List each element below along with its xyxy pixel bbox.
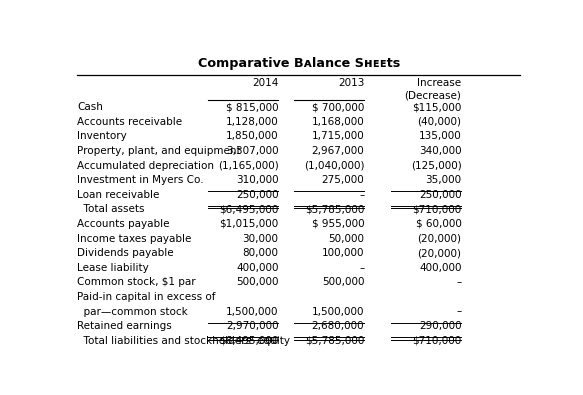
Text: 50,000: 50,000 [328,233,364,244]
Text: Total assets: Total assets [78,204,145,214]
Text: 30,000: 30,000 [243,233,279,244]
Text: –: – [359,190,364,200]
Text: 1,500,000: 1,500,000 [312,307,364,316]
Text: $710,000: $710,000 [412,204,462,214]
Text: 275,000: 275,000 [322,175,364,185]
Text: $ 815,000: $ 815,000 [226,102,279,112]
Text: Lease liability: Lease liability [78,263,149,273]
Text: 2,680,000: 2,680,000 [312,321,364,331]
Text: 1,850,000: 1,850,000 [226,132,279,141]
Text: 2013: 2013 [338,78,364,88]
Text: 500,000: 500,000 [236,277,279,287]
Text: Accounts payable: Accounts payable [78,219,170,229]
Text: Common stock, $1 par: Common stock, $1 par [78,277,196,287]
Text: $ 955,000: $ 955,000 [312,219,364,229]
Text: $710,000: $710,000 [412,336,462,346]
Text: Property, plant, and equipment: Property, plant, and equipment [78,146,241,156]
Text: –: – [456,277,462,287]
Text: –: – [456,307,462,316]
Text: Accumulated depreciation: Accumulated depreciation [78,160,215,171]
Text: (20,000): (20,000) [417,233,462,244]
Text: 1,128,000: 1,128,000 [226,117,279,127]
Text: Loan receivable: Loan receivable [78,190,160,200]
Text: (40,000): (40,000) [417,117,462,127]
Text: –: – [359,263,364,273]
Text: par—common stock: par—common stock [78,307,188,316]
Text: 2014: 2014 [252,78,279,88]
Text: Retained earnings: Retained earnings [78,321,172,331]
Text: 2,970,000: 2,970,000 [226,321,279,331]
Text: $ 700,000: $ 700,000 [312,102,364,112]
Text: 400,000: 400,000 [236,263,279,273]
Text: 1,715,000: 1,715,000 [311,132,364,141]
Text: Dividends payable: Dividends payable [78,248,174,258]
Text: 2,967,000: 2,967,000 [311,146,364,156]
Text: $5,785,000: $5,785,000 [305,336,364,346]
Text: Income taxes payable: Income taxes payable [78,233,192,244]
Text: Increase
(Decrease): Increase (Decrease) [405,78,462,100]
Text: (1,040,000): (1,040,000) [304,160,364,171]
Text: $115,000: $115,000 [412,102,462,112]
Text: $ 60,000: $ 60,000 [416,219,462,229]
Text: 1,168,000: 1,168,000 [311,117,364,127]
Text: 290,000: 290,000 [419,321,462,331]
Text: (20,000): (20,000) [417,248,462,258]
Text: 500,000: 500,000 [322,277,364,287]
Text: 135,000: 135,000 [419,132,462,141]
Text: 250,000: 250,000 [419,190,462,200]
Text: Cᴏmparative Bᴀlance Sʜᴇᴇts: Cᴏmparative Bᴀlance Sʜᴇᴇts [198,57,400,70]
Text: $6,495,000: $6,495,000 [219,204,279,214]
Text: Investment in Myers Co.: Investment in Myers Co. [78,175,204,185]
Text: $5,785,000: $5,785,000 [305,204,364,214]
Text: $1,015,000: $1,015,000 [219,219,279,229]
Text: 35,000: 35,000 [426,175,462,185]
Text: 340,000: 340,000 [419,146,462,156]
Text: (125,000): (125,000) [410,160,462,171]
Text: Total liabilities and stockholders' equity: Total liabilities and stockholders' equi… [78,336,290,346]
Text: 3,307,000: 3,307,000 [226,146,279,156]
Text: 250,000: 250,000 [236,190,279,200]
Text: (1,165,000): (1,165,000) [217,160,279,171]
Text: 1,500,000: 1,500,000 [226,307,279,316]
Text: Paid-in capital in excess of: Paid-in capital in excess of [78,292,216,302]
Text: Cash: Cash [78,102,103,112]
Text: 400,000: 400,000 [419,263,462,273]
Text: 80,000: 80,000 [243,248,279,258]
Text: 100,000: 100,000 [322,248,364,258]
Text: Accounts receivable: Accounts receivable [78,117,182,127]
Text: 310,000: 310,000 [236,175,279,185]
Text: Inventory: Inventory [78,132,127,141]
Text: $6,495,000: $6,495,000 [219,336,279,346]
